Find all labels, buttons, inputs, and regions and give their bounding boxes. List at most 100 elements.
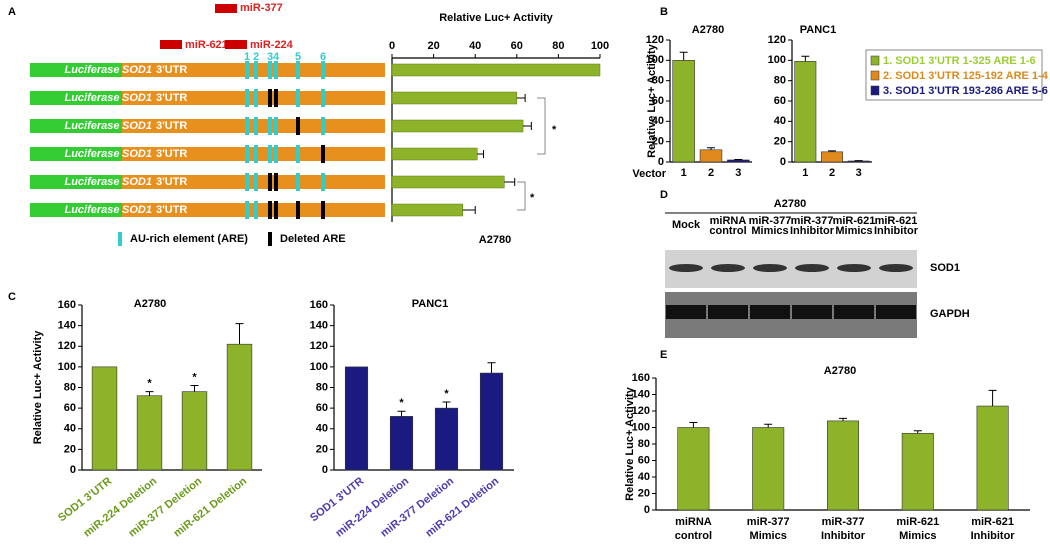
y-tick-label: 60 — [774, 95, 786, 107]
bar — [752, 427, 785, 511]
blot-image — [665, 212, 917, 338]
band — [753, 264, 787, 272]
y-tick-label: 120 — [310, 340, 328, 352]
y-tick-label: 0 — [644, 504, 650, 516]
are-number: 4 — [273, 51, 280, 63]
band — [666, 305, 706, 319]
error-bar — [801, 55, 810, 62]
y-tick-label: 80 — [638, 438, 650, 450]
y-tick-label: 80 — [64, 381, 76, 393]
y-tick-label: 100 — [632, 421, 650, 433]
are — [274, 117, 278, 135]
y-axis-label: Relative Luc+ Activity — [646, 43, 658, 157]
luciferase-label: Luciferase — [64, 92, 119, 104]
utr-label: SOD1 — [122, 204, 152, 216]
y-tick-label: 100 — [646, 54, 664, 66]
panel-label: C — [8, 291, 16, 303]
utr-box — [122, 91, 385, 105]
luciferase-box — [30, 203, 122, 217]
y-tick-label: 40 — [774, 115, 786, 127]
annotation: * — [552, 124, 557, 136]
bracket — [537, 97, 546, 155]
y-tick-label: 20 — [638, 487, 650, 499]
are — [254, 117, 258, 135]
luciferase-box — [30, 91, 122, 105]
chart-title: A2780 — [692, 24, 724, 36]
y-tick-label: 120 — [632, 405, 650, 417]
x-tick-label: 2 — [829, 167, 835, 179]
luciferase-box — [30, 119, 122, 133]
band — [834, 305, 874, 319]
chart-title: Relative Luc+ Activity — [439, 12, 553, 24]
utr-label: 3'UTR — [156, 64, 187, 76]
error-bar — [913, 430, 922, 434]
luciferase-label: Luciferase — [64, 148, 119, 160]
luciferase-label: Luciferase — [64, 64, 119, 76]
y-tick-label: 0 — [322, 464, 328, 476]
mirna-label: miR-377 — [240, 2, 283, 14]
legend-label: 1. SOD1 3'UTR 1-325 ARE 1-6 — [883, 55, 1036, 67]
are — [296, 61, 300, 79]
are — [245, 173, 249, 191]
x-tick-label: miR-621 Mimics — [896, 516, 939, 542]
deleted-are — [321, 145, 325, 163]
lane-label: Mock — [672, 219, 701, 231]
legend-swatch — [870, 85, 880, 96]
deleted-are — [268, 201, 272, 219]
are — [254, 173, 258, 191]
x-tick-label: 80 — [552, 40, 564, 52]
x-tick-label: 40 — [469, 40, 481, 52]
error-bar — [235, 323, 244, 345]
utr-label: SOD1 — [122, 120, 152, 132]
are — [321, 89, 325, 107]
row-label: GAPDH — [930, 308, 970, 320]
y-tick-label: 80 — [652, 75, 664, 87]
are-number: 5 — [295, 51, 301, 63]
y-axis-label: Relative Luc+ Activity — [32, 330, 44, 444]
utr-box — [122, 147, 385, 161]
lane-label: miR-377 Inhibitor — [790, 215, 835, 237]
error-bar — [477, 150, 485, 158]
band — [669, 264, 703, 272]
utr-label: 3'UTR — [156, 148, 187, 160]
are — [268, 117, 272, 135]
deleted-are — [274, 201, 278, 219]
significance-marker: * — [192, 371, 197, 383]
bar — [391, 203, 463, 217]
y-tick-label: 60 — [652, 95, 664, 107]
are-number: 3 — [267, 51, 273, 63]
y-tick-label: 100 — [58, 361, 76, 373]
utr-label: 3'UTR — [156, 176, 187, 188]
legend-label: Deleted ARE — [280, 233, 346, 245]
legend-swatch — [118, 232, 122, 246]
bar — [479, 372, 504, 471]
bar — [821, 151, 843, 163]
bar — [901, 432, 934, 511]
are — [321, 173, 325, 191]
x-tick-label: 2 — [708, 167, 714, 179]
utr-box — [122, 63, 385, 77]
are — [268, 145, 272, 163]
are — [274, 145, 278, 163]
luciferase-label: Luciferase — [64, 204, 119, 216]
lane-label: miRNA control — [709, 215, 746, 237]
error-bar — [504, 178, 516, 186]
utr-box — [122, 175, 385, 189]
x-tick-label: miR-377 Inhibitor — [821, 516, 866, 542]
chart-title: A2780 — [134, 298, 166, 310]
significance-marker: * — [147, 378, 152, 390]
error-bar — [462, 206, 476, 214]
significance-marker: * — [399, 397, 404, 409]
bar — [136, 395, 163, 471]
are — [254, 89, 258, 107]
luciferase-label: Luciferase — [64, 120, 119, 132]
are-number: 2 — [253, 51, 259, 63]
utr-label: 3'UTR — [156, 120, 187, 132]
bar — [344, 366, 369, 471]
row-label: SOD1 — [930, 262, 960, 274]
error-bar — [487, 362, 496, 374]
are — [254, 145, 258, 163]
deleted-are — [274, 173, 278, 191]
error-bar — [764, 423, 773, 428]
utr-label: 3'UTR — [156, 92, 187, 104]
